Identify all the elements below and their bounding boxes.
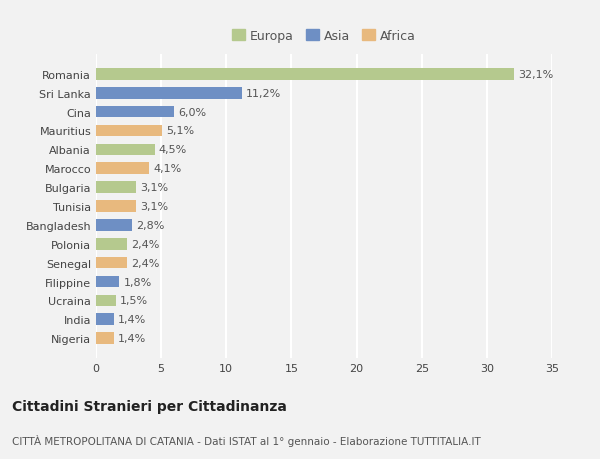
- Text: 1,4%: 1,4%: [118, 314, 146, 325]
- Bar: [96, 125, 163, 137]
- Bar: [96, 106, 174, 118]
- Legend: Europa, Asia, Africa: Europa, Asia, Africa: [227, 25, 421, 48]
- Text: 4,5%: 4,5%: [158, 145, 187, 155]
- Bar: [96, 163, 149, 175]
- Text: 5,1%: 5,1%: [166, 126, 194, 136]
- Text: 2,8%: 2,8%: [136, 220, 165, 230]
- Bar: [96, 295, 116, 307]
- Bar: [96, 201, 136, 213]
- Text: 4,1%: 4,1%: [154, 164, 182, 174]
- Bar: [96, 69, 514, 80]
- Bar: [96, 88, 242, 99]
- Bar: [96, 257, 127, 269]
- Text: 1,4%: 1,4%: [118, 333, 146, 343]
- Text: 6,0%: 6,0%: [178, 107, 206, 118]
- Bar: [96, 144, 155, 156]
- Text: 11,2%: 11,2%: [246, 89, 281, 99]
- Text: 32,1%: 32,1%: [518, 70, 553, 80]
- Text: Cittadini Stranieri per Cittadinanza: Cittadini Stranieri per Cittadinanza: [12, 399, 287, 413]
- Bar: [96, 314, 114, 325]
- Bar: [96, 276, 119, 288]
- Text: 1,8%: 1,8%: [124, 277, 152, 287]
- Bar: [96, 333, 114, 344]
- Text: 3,1%: 3,1%: [140, 202, 169, 212]
- Text: 3,1%: 3,1%: [140, 183, 169, 193]
- Text: 2,4%: 2,4%: [131, 239, 160, 249]
- Text: CITTÀ METROPOLITANA DI CATANIA - Dati ISTAT al 1° gennaio - Elaborazione TUTTITA: CITTÀ METROPOLITANA DI CATANIA - Dati IS…: [12, 434, 481, 446]
- Bar: [96, 182, 136, 194]
- Text: 2,4%: 2,4%: [131, 258, 160, 268]
- Bar: [96, 238, 127, 250]
- Bar: [96, 219, 133, 231]
- Text: 1,5%: 1,5%: [119, 296, 148, 306]
